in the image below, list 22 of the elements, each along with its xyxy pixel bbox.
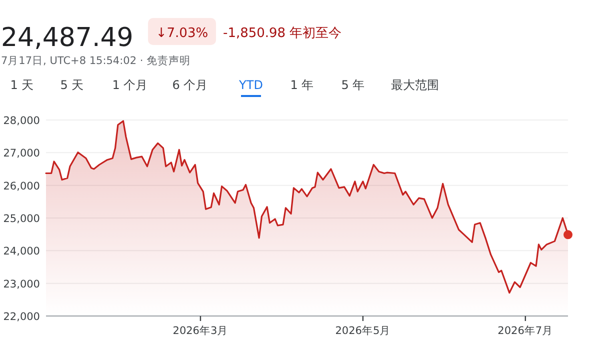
x-tick-label: 2026年3月 (172, 325, 228, 337)
x-tick-label: 2026年5月 (335, 325, 391, 337)
y-tick-label: 22,000 (3, 311, 40, 323)
y-tick-label: 24,000 (3, 246, 40, 258)
text: 最大范围 (391, 78, 439, 92)
text: 5 天 (60, 78, 84, 92)
text: 1 个月 (112, 78, 148, 92)
text: 5 年 (341, 78, 365, 92)
chart-subtitle: 7月17日, UTC+8 15:54:02 · 免责声明 (1, 54, 191, 67)
y-tick-label: 26,000 (3, 180, 40, 192)
text: 1 年 (290, 78, 314, 92)
y-tick-label: 28,000 (3, 115, 40, 127)
text: -1,850.98 年初至今 (223, 26, 342, 41)
x-tick-label: 2026年7月 (498, 325, 554, 337)
chart-title: 24,487.49 (1, 23, 134, 53)
y-tick-label: 25,000 (3, 213, 40, 225)
text: YTD (238, 78, 263, 92)
text: 6 个月 (172, 78, 208, 92)
text: ↓7.03% (156, 26, 208, 41)
y-tick-label: 23,000 (3, 278, 40, 290)
text: 1 天 (10, 78, 34, 92)
y-tick-label: 27,000 (3, 148, 40, 160)
